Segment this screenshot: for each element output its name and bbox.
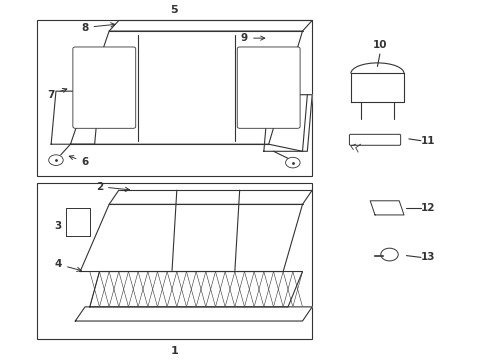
Polygon shape: [51, 91, 99, 144]
Bar: [37, 21, 311, 176]
Polygon shape: [65, 208, 90, 236]
Polygon shape: [80, 204, 302, 271]
Polygon shape: [264, 95, 311, 151]
Text: 1: 1: [170, 346, 178, 356]
Text: 7: 7: [47, 89, 67, 100]
Text: 4: 4: [55, 260, 81, 271]
Circle shape: [380, 248, 397, 261]
Circle shape: [285, 157, 300, 168]
Circle shape: [49, 155, 63, 166]
Polygon shape: [369, 201, 403, 215]
FancyBboxPatch shape: [349, 134, 400, 145]
Text: 10: 10: [372, 40, 386, 50]
Text: 8: 8: [81, 23, 115, 32]
FancyBboxPatch shape: [237, 47, 300, 128]
Text: 9: 9: [241, 33, 264, 43]
Text: 13: 13: [420, 252, 435, 262]
Text: 6: 6: [69, 156, 88, 167]
Text: 5: 5: [170, 5, 178, 15]
Polygon shape: [350, 73, 403, 102]
Text: 3: 3: [55, 221, 74, 230]
Polygon shape: [90, 271, 302, 307]
Polygon shape: [70, 31, 302, 144]
FancyBboxPatch shape: [73, 47, 136, 128]
Text: 2: 2: [96, 182, 129, 192]
Text: 12: 12: [420, 203, 435, 213]
Text: 11: 11: [420, 136, 435, 146]
Bar: [37, 183, 311, 339]
Polygon shape: [75, 307, 311, 321]
